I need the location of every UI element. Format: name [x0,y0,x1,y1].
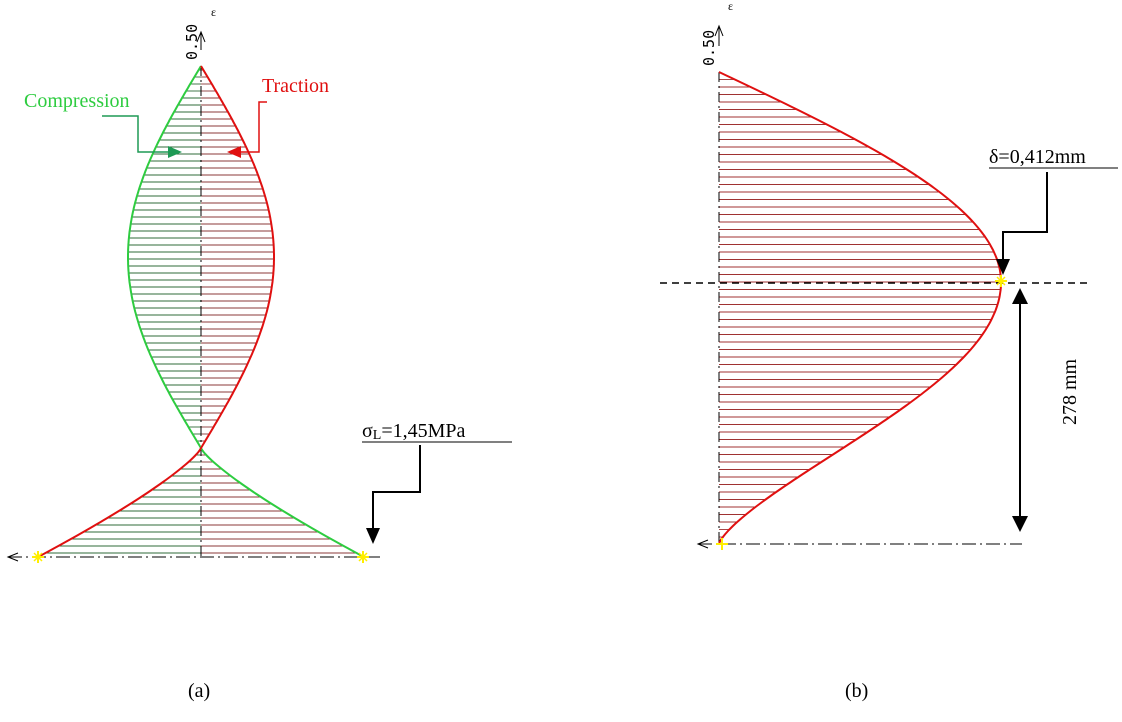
deflection-label: δ=0,412mm [989,146,1086,168]
deflection-leader [1002,172,1048,262]
panel-b: 0.50 ε δ=0,412mm 278 mm (b) [660,0,1118,702]
dimension-arrow-top [1012,288,1028,304]
deflection-arrowhead [996,259,1010,275]
base-arrow-b [696,539,709,549]
compression-arrowhead [168,146,182,158]
dimension-label: 278 mm [1059,358,1081,425]
axis-symbol-b: ε [728,0,733,13]
stress-label: σL=1,45MPa [362,420,466,443]
deflection-curve [718,71,1002,545]
axis-value-b: 0.50 [700,30,718,66]
traction-leader [241,101,267,153]
compression-label: Compression [24,90,130,112]
hatch-lines-b [719,71,1001,538]
caption-a: (a) [188,680,210,702]
traction-arrowhead [227,146,241,158]
panel-a: 0.50 ε Compression Traction σL=1,45MPa (… [6,5,512,702]
marker-base-b [716,538,728,550]
marker-max-b [995,275,1007,287]
stress-subscript: L [373,428,382,443]
marker-left-a [32,551,44,563]
stress-symbol: σ [362,420,373,442]
compression-curve [127,65,363,557]
traction-label: Traction [262,75,329,97]
stress-value: =1,45MPa [381,420,465,442]
compression-leader [102,115,168,153]
dimension-arrow-bottom [1012,516,1028,532]
caption-b: (b) [845,680,868,702]
axis-symbol-a: ε [211,5,216,19]
hatch-lines-a [45,69,357,554]
base-arrow-a [6,552,19,562]
marker-right-a [357,551,369,563]
traction-curve [39,65,275,557]
stress-arrowhead [366,528,380,544]
stress-leader [372,445,421,532]
axis-value-a: 0.50 [183,24,201,60]
